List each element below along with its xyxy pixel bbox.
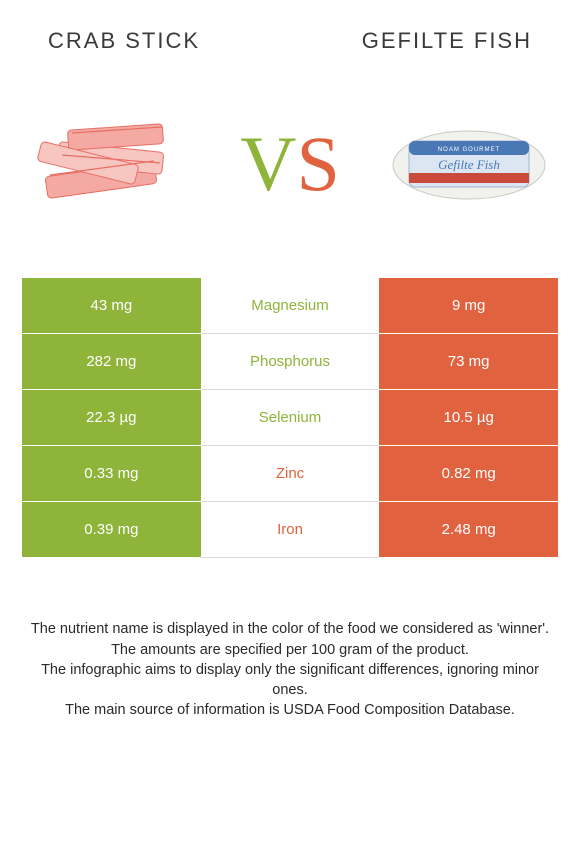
svg-text:Gefilte Fish: Gefilte Fish [438, 157, 500, 172]
right-value: 2.48 mg [379, 502, 558, 558]
table-row: 0.33 mg Zinc 0.82 mg [22, 446, 558, 502]
left-value: 0.39 mg [22, 502, 201, 558]
footer-notes: The nutrient name is displayed in the co… [0, 558, 580, 721]
left-value: 282 mg [22, 334, 201, 390]
gefilte-fish-image: Gefilte Fish NOAM GOURMET [387, 109, 552, 219]
vs-v: V [240, 125, 296, 203]
table-row: 282 mg Phosphorus 73 mg [22, 334, 558, 390]
footer-line: The main source of information is USDA F… [24, 701, 556, 721]
left-value: 0.33 mg [22, 446, 201, 502]
nutrient-label: Phosphorus [201, 334, 380, 390]
crab-stick-image [28, 109, 193, 219]
left-value: 43 mg [22, 278, 201, 334]
right-food-title: Gefilte fish [362, 28, 532, 54]
right-value: 73 mg [379, 334, 558, 390]
left-value: 22.3 µg [22, 390, 201, 446]
nutrient-table: 43 mg Magnesium 9 mg 282 mg Phosphorus 7… [22, 278, 558, 558]
table-row: 43 mg Magnesium 9 mg [22, 278, 558, 334]
images-row: VS Gefilte Fish NOAM GOURMET [0, 64, 580, 254]
footer-line: The nutrient name is displayed in the co… [24, 620, 556, 640]
nutrient-label: Zinc [201, 446, 380, 502]
table-row: 0.39 mg Iron 2.48 mg [22, 502, 558, 558]
header: Crab stick Gefilte fish [0, 0, 580, 64]
right-value: 0.82 mg [379, 446, 558, 502]
footer-line: The infographic aims to display only the… [24, 661, 556, 700]
footer-line: The amounts are specified per 100 gram o… [24, 641, 556, 661]
right-value: 9 mg [379, 278, 558, 334]
right-value: 10.5 µg [379, 390, 558, 446]
vs-label: VS [240, 125, 340, 203]
nutrient-label: Magnesium [201, 278, 380, 334]
vs-s: S [296, 125, 339, 203]
table-row: 22.3 µg Selenium 10.5 µg [22, 390, 558, 446]
svg-text:NOAM GOURMET: NOAM GOURMET [438, 147, 500, 153]
nutrient-label: Selenium [201, 390, 380, 446]
nutrient-label: Iron [201, 502, 380, 558]
left-food-title: Crab stick [48, 28, 200, 54]
